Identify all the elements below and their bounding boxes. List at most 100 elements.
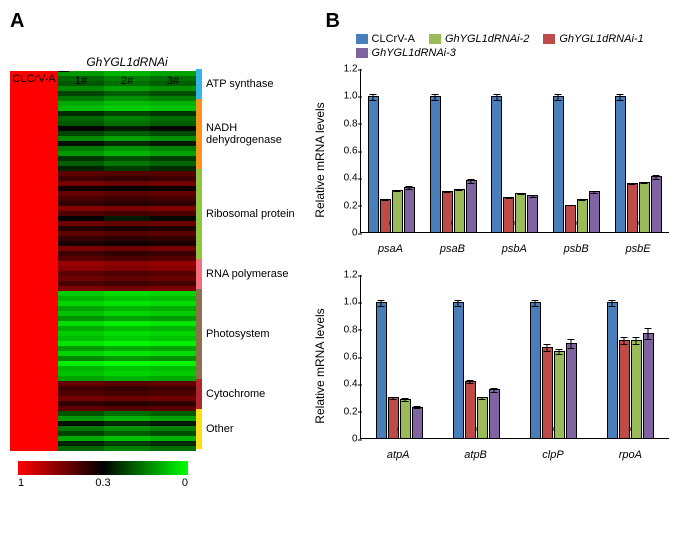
category-label: Photosystem (206, 289, 310, 379)
legend-label: GhYGL1dRNAi-3 (372, 47, 456, 59)
rnai-underline (58, 71, 69, 72)
error-bar (632, 183, 633, 185)
x-tick (475, 427, 476, 431)
y-tick: 0.4 (338, 173, 358, 184)
panel-a: A CLCrV-A GhYGL1dRNAi 1# 2# 3# ATP synth… (10, 10, 310, 489)
y-tick: 0.8 (338, 118, 358, 129)
bar-group (484, 69, 546, 232)
error-bar (648, 328, 649, 340)
bar (639, 182, 650, 232)
bar (477, 397, 488, 438)
category-segment (196, 169, 202, 259)
bar-group (361, 69, 423, 232)
legend-swatch (429, 34, 441, 44)
chart-top-bars (361, 69, 669, 232)
error-bar (535, 300, 536, 307)
bar (400, 399, 411, 438)
x-tick (452, 221, 453, 225)
bar (553, 96, 564, 232)
heatmap-with-categories: ATP synthaseNADH dehydrogenaseRibosomal … (10, 69, 310, 451)
chart-bottom-yticks: 00.20.40.60.81.01.2 (342, 275, 358, 439)
bar (527, 195, 538, 232)
category-label: ATP synthase (206, 69, 310, 99)
x-label: atpB (437, 449, 514, 461)
error-bar (571, 339, 572, 348)
x-tick (514, 221, 515, 225)
bar (503, 197, 514, 232)
rep-label-2: 2# (104, 75, 150, 87)
legend-label: GhYGL1dRNAi-1 (559, 33, 643, 45)
category-label: Cytochrome (206, 379, 310, 409)
error-bar (471, 179, 472, 183)
bar (643, 333, 654, 438)
error-bar (470, 380, 471, 385)
x-tick (398, 427, 399, 431)
chart-top-yticks: 00.20.40.60.81.01.2 (342, 69, 358, 233)
category-segment (196, 289, 202, 379)
bar (453, 302, 464, 438)
category-label: Ribosomal protein (206, 169, 310, 259)
heatmap-headers: CLCrV-A GhYGL1dRNAi 1# 2# 3# (10, 33, 310, 69)
y-tick: 0 (338, 434, 358, 445)
chart-top-xlabels: psaApsaBpsbApsbBpsbE (360, 243, 669, 255)
error-bar (520, 193, 521, 195)
heatmap (10, 71, 196, 451)
legend-label: GhYGL1dRNAi-2 (445, 33, 529, 45)
bar-group (592, 275, 669, 438)
error-bar (636, 337, 637, 345)
error-bar (594, 191, 595, 194)
scale-tick-1: 1 (18, 477, 24, 489)
bar (388, 397, 399, 438)
panel-a-label: A (10, 10, 310, 33)
bar (454, 189, 465, 232)
error-bar (620, 94, 621, 101)
figure: A CLCrV-A GhYGL1dRNAi 1# 2# 3# ATP synth… (10, 10, 675, 489)
legend-swatch (356, 34, 368, 44)
bar (368, 96, 379, 232)
bar (515, 193, 526, 232)
x-label: psbE (607, 243, 669, 255)
rep-label-3: 3# (150, 75, 196, 87)
bar (565, 205, 576, 232)
bar (466, 180, 477, 232)
panel-b-label: B (326, 10, 675, 33)
legend-item: GhYGL1dRNAi-3 (356, 47, 456, 59)
y-tick: 0 (338, 228, 358, 239)
error-bar (409, 186, 410, 190)
chart-top: Relative mRNA levels 00.20.40.60.81.01.2… (326, 65, 675, 255)
error-bar (559, 349, 560, 355)
error-bar (482, 397, 483, 400)
panel-b: B CLCrV-AGhYGL1dRNAi-2GhYGL1dRNAi-1GhYGL… (326, 10, 675, 489)
category-color-bar (196, 69, 202, 451)
error-bar (385, 200, 386, 202)
error-bar (373, 94, 374, 101)
error-bar (532, 195, 533, 198)
error-bar (459, 189, 460, 191)
error-bar (417, 406, 418, 409)
bar (615, 96, 626, 232)
heatmap-cell (104, 446, 150, 451)
error-bar (508, 197, 509, 199)
x-label: atpA (360, 449, 437, 461)
bar (577, 199, 588, 232)
scalebar-gradient (18, 461, 188, 475)
category-segment (196, 409, 202, 449)
x-tick (552, 427, 553, 431)
error-bar (447, 191, 448, 193)
bar (412, 407, 423, 438)
bar (430, 96, 441, 232)
chart-bottom-xlabels: atpAatpBclpPrpoA (360, 449, 669, 461)
error-bar (547, 344, 548, 352)
heatmap-cell (150, 446, 196, 451)
category-segment (196, 99, 202, 169)
scale-tick-3: 0 (182, 477, 188, 489)
error-bar (656, 175, 657, 180)
category-segment (196, 69, 202, 99)
category-label: Other (206, 409, 310, 449)
category-label: RNA polymerase (206, 259, 310, 289)
bar (376, 302, 387, 438)
bar (554, 351, 565, 438)
heatmap-column (104, 71, 150, 451)
error-bar (582, 200, 583, 201)
chart-top-ylabel: Relative mRNA levels (313, 102, 327, 217)
